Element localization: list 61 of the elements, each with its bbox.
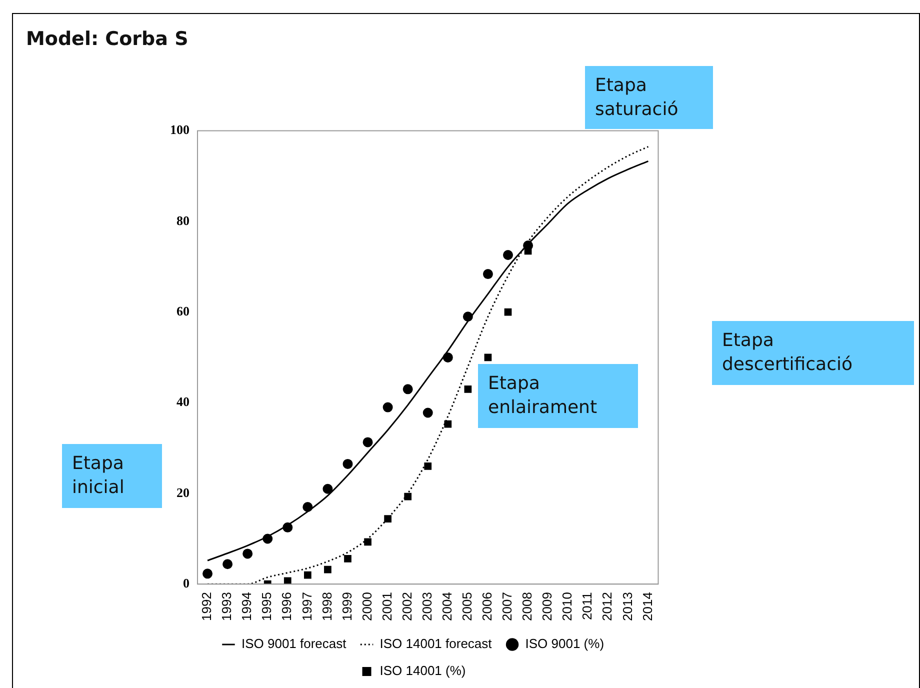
x-tick-label: 1999 <box>339 592 354 621</box>
y-tick-label: 0 <box>183 575 190 590</box>
x-tick-label: 2001 <box>379 592 394 621</box>
legend-label: ISO 9001 forecast <box>241 636 347 652</box>
point <box>304 571 312 579</box>
x-tick-label: 2007 <box>500 592 515 621</box>
x-tick-label: 2003 <box>419 592 434 621</box>
x-tick-label: 2005 <box>460 592 475 621</box>
point <box>344 555 352 562</box>
point <box>324 566 332 574</box>
point <box>342 458 353 469</box>
x-tick-label: 2002 <box>399 592 414 621</box>
point <box>202 568 213 579</box>
point <box>482 269 493 280</box>
point <box>444 420 452 428</box>
label-box: Etapa inicial <box>62 444 162 508</box>
y-tick-label: 40 <box>176 394 190 410</box>
point <box>422 408 433 418</box>
x-tick-label: 2012 <box>600 592 615 621</box>
y-tick-label: 20 <box>176 484 190 500</box>
x-tick-label: 2000 <box>359 592 374 621</box>
x-tick-label: 2008 <box>520 592 535 621</box>
point <box>242 548 253 559</box>
x-tick-label: 2013 <box>620 592 635 621</box>
chart-title: Model: Corba S <box>26 28 188 50</box>
point <box>404 492 412 500</box>
point <box>284 577 292 584</box>
x-tick-label: 1997 <box>299 592 314 621</box>
label-box: Etapa enlairament <box>478 364 638 428</box>
x-tick-label: 1993 <box>219 592 234 621</box>
x-tick-label: 2009 <box>540 592 555 621</box>
y-tick-label: 100 <box>170 122 190 138</box>
point <box>402 384 413 394</box>
x-tick-label: 1994 <box>239 592 254 621</box>
label-box: Etapa descertificació <box>712 321 914 385</box>
legend-label: ISO 14001 forecast <box>380 636 492 652</box>
x-tick-label: 2014 <box>640 592 655 621</box>
point <box>322 484 333 494</box>
x-tick-label: 2004 <box>439 592 454 621</box>
point <box>484 354 492 362</box>
x-tick-label: 2010 <box>560 592 575 621</box>
legend-label: ISO 9001 (%) <box>525 636 604 652</box>
point <box>362 437 373 448</box>
point <box>382 402 393 412</box>
x-tick-label: 2011 <box>580 592 595 620</box>
x-tick-label: 1995 <box>259 592 274 621</box>
y-tick-label: 60 <box>176 303 190 318</box>
point <box>384 515 392 522</box>
point <box>503 250 513 260</box>
x-tick-label: 2006 <box>480 592 495 621</box>
point <box>424 462 432 470</box>
point <box>364 538 372 546</box>
x-tick-label: 1998 <box>319 592 334 621</box>
legend-label: ISO 14001 (%) <box>380 663 466 678</box>
x-tick-label: 1992 <box>199 592 214 621</box>
point <box>464 385 472 393</box>
y-tick-label: 80 <box>176 212 190 228</box>
x-tick-label: 1996 <box>279 592 294 621</box>
point <box>504 308 512 316</box>
label-box: Etapa saturació <box>585 66 713 129</box>
point <box>222 559 233 570</box>
